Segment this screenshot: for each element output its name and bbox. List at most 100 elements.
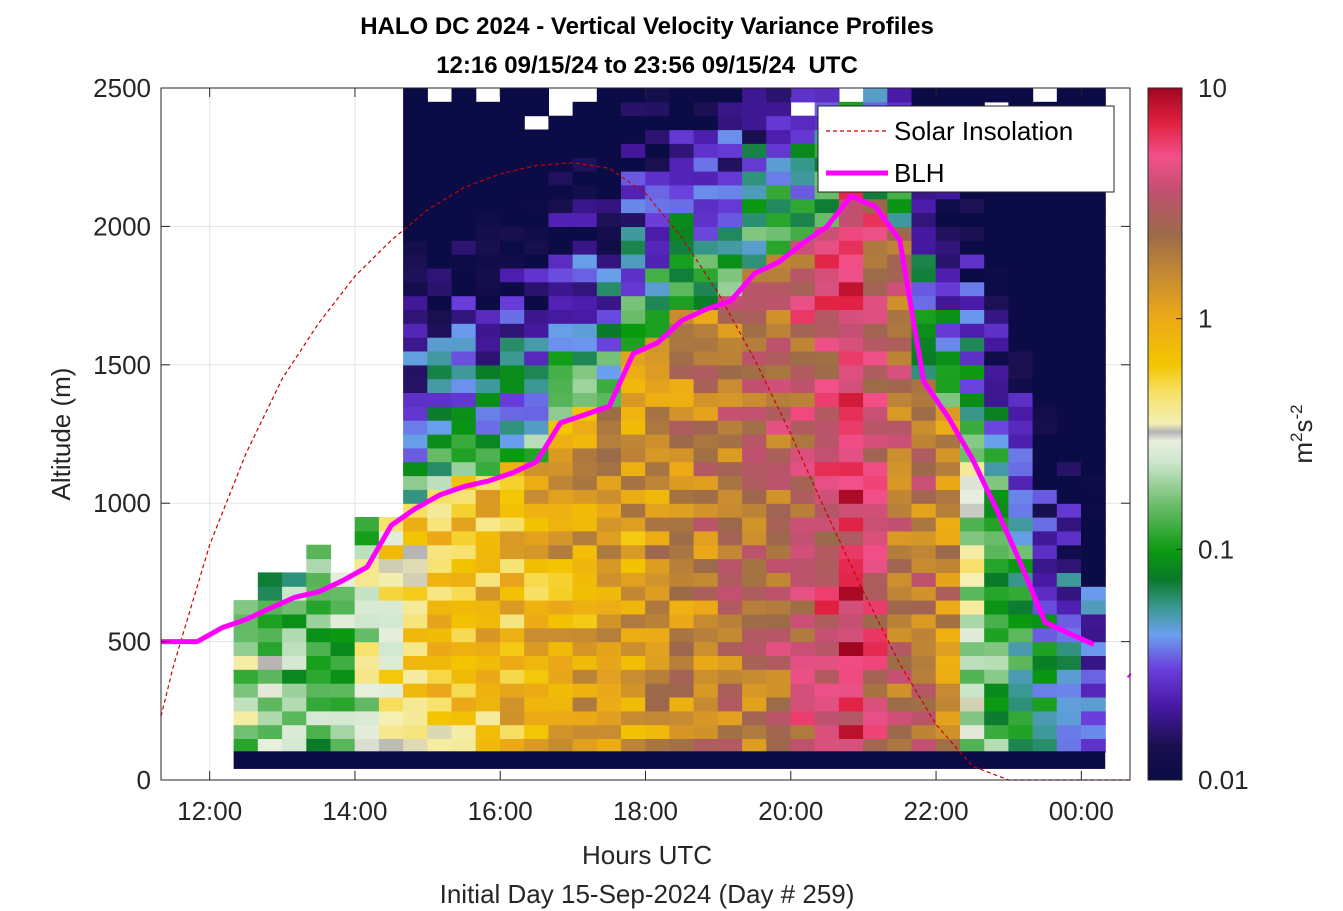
heatmap-cell	[669, 406, 695, 421]
heatmap-cell	[475, 378, 501, 393]
heatmap-cell	[693, 738, 719, 753]
heatmap-cell	[621, 101, 646, 117]
heatmap-cell	[766, 101, 792, 117]
heatmap-cell	[1032, 530, 1058, 546]
heatmap-cell	[911, 295, 937, 310]
heatmap-cell	[960, 364, 985, 380]
heatmap-cell	[814, 627, 840, 643]
heatmap-cell	[257, 697, 283, 712]
heatmap-cell	[1081, 586, 1106, 601]
heatmap-cell	[451, 406, 477, 421]
heatmap-cell	[572, 461, 598, 477]
heatmap-cell	[1056, 392, 1082, 407]
heatmap-cell	[960, 351, 985, 366]
heatmap-cell	[935, 738, 961, 753]
heatmap-cell	[475, 530, 501, 546]
heatmap-cell	[1032, 267, 1058, 283]
heatmap-cell	[863, 517, 888, 532]
heatmap-cell	[645, 115, 670, 131]
heatmap-cell	[1008, 613, 1034, 629]
heatmap-cell	[911, 475, 937, 490]
heatmap-cell	[548, 710, 574, 726]
heatmap-cell	[378, 600, 404, 615]
y-axis-ticks: 0 500 1000 1500 2000 2500	[93, 73, 1130, 795]
heatmap-cell	[742, 503, 767, 518]
heatmap-cell	[645, 129, 670, 144]
heatmap-cell	[814, 337, 840, 352]
heatmap-cell	[621, 115, 646, 131]
heatmap-cell	[257, 683, 283, 698]
heatmap-cell	[984, 88, 1009, 103]
heatmap-cell	[548, 378, 574, 393]
heatmap-cell	[1008, 226, 1034, 241]
heatmap-cell	[911, 613, 937, 629]
heatmap-cell	[790, 655, 816, 670]
heatmap-cell	[984, 267, 1009, 283]
heatmap-cell	[378, 655, 404, 670]
heatmap-cell	[403, 267, 428, 283]
heatmap-cell	[1081, 489, 1106, 504]
heatmap-cell	[621, 558, 646, 573]
heatmap-cell	[717, 171, 743, 186]
heatmap-cell	[621, 738, 646, 753]
heatmap-cell	[621, 724, 646, 739]
heatmap-cell	[814, 697, 840, 712]
heatmap-cell	[427, 115, 453, 131]
heatmap-cell	[500, 323, 525, 338]
heatmap-cell	[572, 364, 598, 380]
heatmap-cell	[790, 544, 816, 560]
heatmap-cell	[838, 503, 864, 518]
heatmap-cell	[1008, 586, 1034, 601]
heatmap-cell	[1032, 254, 1058, 269]
heatmap-cell	[669, 115, 695, 131]
heatmap-cell	[1081, 517, 1106, 532]
heatmap-cell	[984, 254, 1009, 269]
heatmap-cell	[403, 240, 428, 255]
heatmap-cell	[984, 295, 1009, 310]
heatmap-cell	[500, 572, 525, 587]
heatmap-cell	[403, 364, 428, 380]
heatmap-cell	[524, 226, 549, 241]
heatmap-cell	[354, 697, 380, 712]
heatmap-cell	[717, 447, 743, 463]
heatmap-cell	[766, 655, 792, 670]
heatmap-cell	[427, 295, 453, 310]
heatmap-cell	[935, 724, 961, 739]
heatmap-cell	[1008, 655, 1034, 670]
heatmap-cell	[596, 710, 622, 726]
heatmap-cell	[403, 115, 428, 131]
heatmap-cell	[427, 171, 453, 186]
heatmap-cell	[475, 641, 501, 656]
heatmap-cell	[887, 351, 913, 366]
heatmap-cell	[790, 586, 816, 601]
heatmap-cell	[500, 364, 525, 380]
heatmap-cell	[282, 627, 307, 643]
heatmap-cell	[378, 738, 404, 753]
heatmap-cell	[742, 461, 767, 477]
heatmap-cell	[451, 184, 477, 200]
heatmap-cell	[790, 600, 816, 615]
heatmap-cell	[621, 129, 646, 144]
heatmap-cell	[427, 267, 453, 283]
heatmap-cell	[887, 697, 913, 712]
heatmap-cell	[475, 115, 501, 131]
heatmap-cell	[669, 503, 695, 518]
heatmap-cell	[645, 364, 670, 380]
heatmap-cell	[500, 738, 525, 753]
heatmap-cell	[766, 364, 792, 380]
heatmap-cell	[621, 655, 646, 670]
heatmap-cell	[960, 558, 985, 573]
heatmap-bottom-strip	[233, 751, 1106, 769]
heatmap-cell	[621, 572, 646, 587]
heatmap-cell	[669, 586, 695, 601]
heatmap-cell	[814, 600, 840, 615]
heatmap-cell	[984, 351, 1009, 366]
heatmap-cell	[790, 434, 816, 449]
heatmap-cell	[596, 115, 622, 131]
heatmap-cell	[717, 655, 743, 670]
heatmap-cell	[935, 503, 961, 518]
heatmap-cell	[1081, 323, 1106, 338]
heatmap-cell	[572, 240, 598, 255]
heatmap-cell	[669, 420, 695, 435]
heatmap-cell	[766, 503, 792, 518]
